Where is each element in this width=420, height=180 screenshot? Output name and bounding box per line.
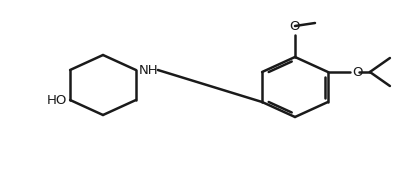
Text: NH: NH bbox=[139, 64, 158, 76]
Text: O: O bbox=[352, 66, 362, 78]
Text: HO: HO bbox=[47, 93, 67, 107]
Text: O: O bbox=[290, 20, 300, 33]
